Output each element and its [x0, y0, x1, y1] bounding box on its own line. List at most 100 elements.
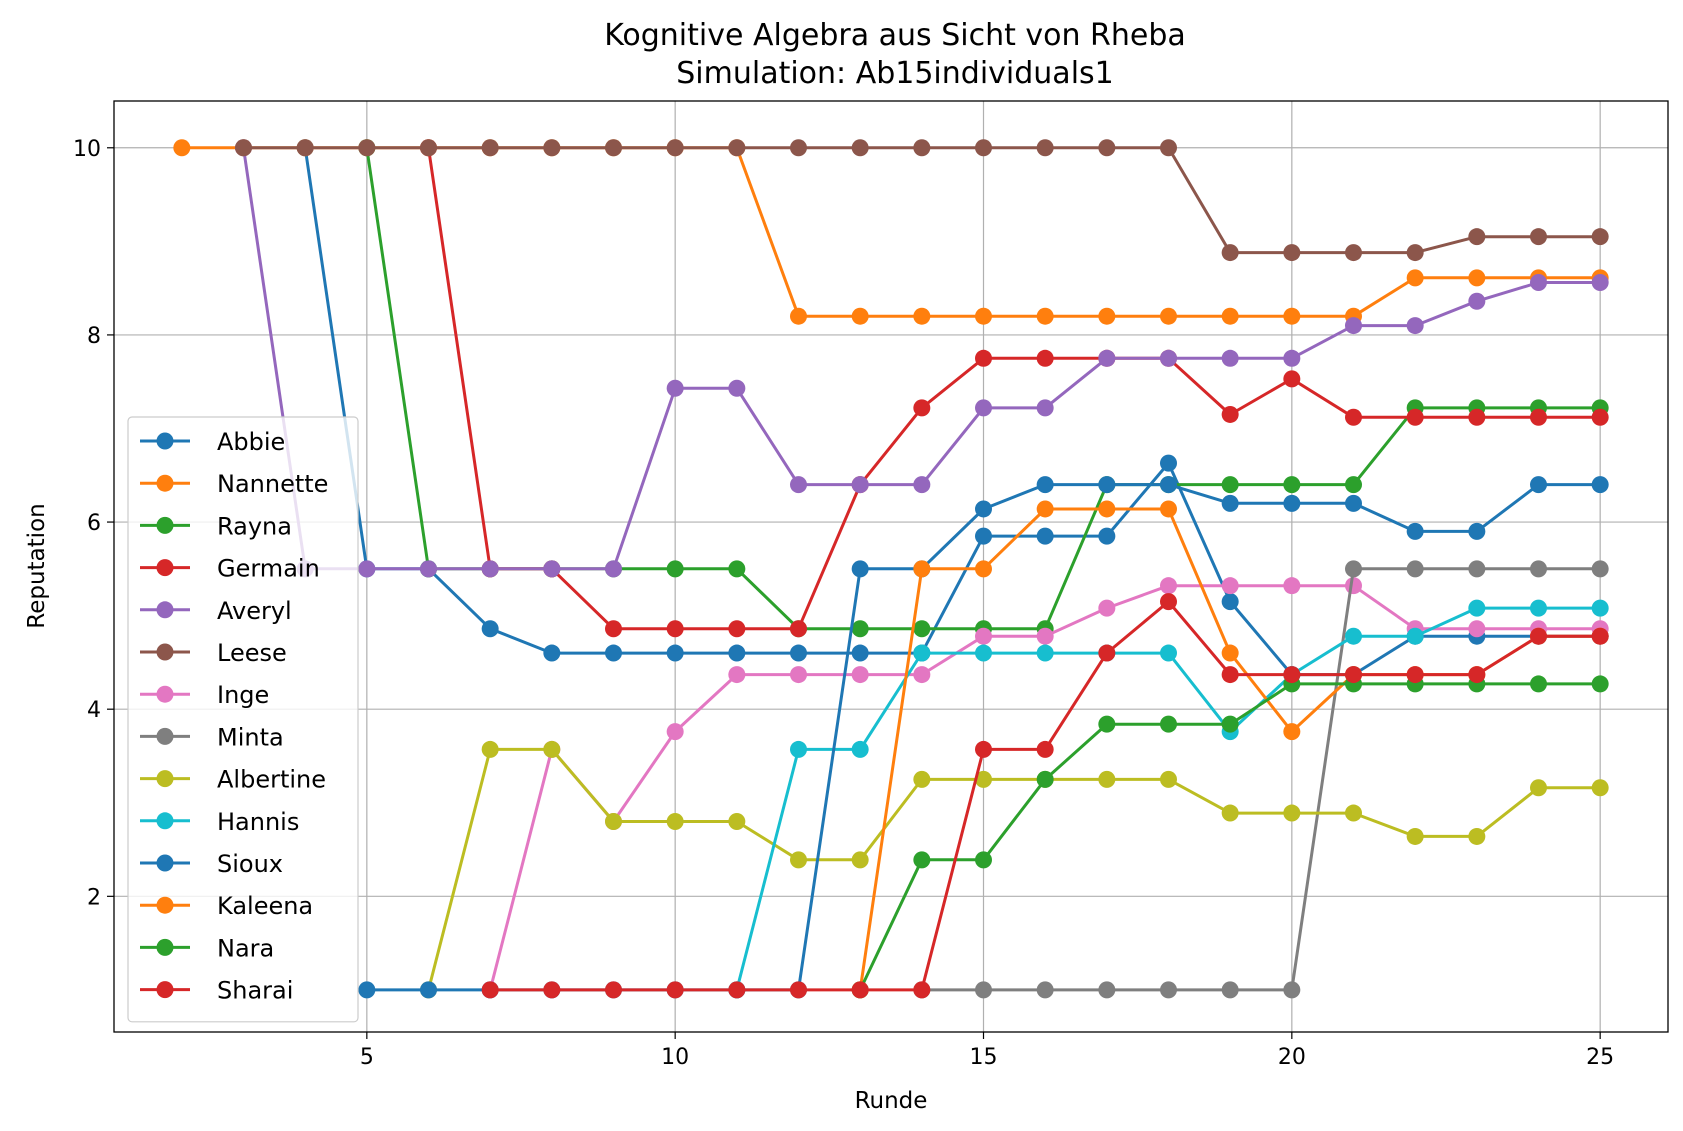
legend-marker-averyl — [156, 601, 174, 619]
data-point-nara — [1530, 675, 1547, 693]
data-point-abbie — [975, 527, 992, 545]
data-point-minta — [1468, 560, 1486, 578]
data-point-nannette — [1036, 307, 1054, 325]
legend-marker-kaleena — [156, 896, 174, 914]
data-point-averyl — [666, 379, 684, 397]
data-point-germain — [1468, 408, 1486, 426]
legend-marker-albertine — [156, 770, 174, 788]
data-point-averyl — [728, 379, 746, 397]
data-point-hannis — [790, 740, 807, 758]
plot-frame — [113, 100, 1669, 1033]
series-nara — [851, 675, 1609, 999]
data-point-kaleena — [1098, 500, 1116, 518]
data-point-sharai — [913, 981, 931, 999]
data-point-abbie — [1098, 527, 1116, 545]
data-point-sioux — [1098, 476, 1116, 494]
legend-marker-rayna — [156, 516, 174, 534]
data-point-albertine — [728, 812, 746, 830]
data-point-averyl — [1283, 349, 1301, 367]
data-point-sharai — [728, 981, 746, 999]
data-point-sioux — [1345, 494, 1362, 512]
data-point-averyl — [1591, 274, 1609, 292]
data-point-nannette — [1098, 307, 1116, 325]
data-point-hannis — [913, 644, 931, 662]
data-point-nannette — [1468, 269, 1486, 287]
data-point-nara — [1098, 715, 1116, 733]
data-point-nara — [913, 851, 931, 869]
data-point-germain — [975, 349, 992, 367]
data-point-averyl — [605, 560, 622, 578]
data-point-leese — [235, 139, 252, 157]
data-point-germain — [666, 620, 684, 638]
data-point-leese — [296, 139, 314, 157]
data-point-kaleena — [975, 560, 992, 578]
data-point-sharai — [1530, 627, 1547, 645]
data-point-leese — [975, 139, 992, 157]
data-point-minta — [1221, 981, 1239, 999]
data-point-sharai — [1283, 666, 1301, 684]
data-point-albertine — [851, 851, 869, 869]
data-point-rayna — [666, 560, 684, 578]
data-point-germain — [1036, 349, 1054, 367]
data-point-hannis — [1345, 627, 1362, 645]
legend-marker-inge — [156, 685, 174, 703]
data-point-albertine — [1283, 804, 1301, 822]
data-point-averyl — [790, 476, 807, 494]
x-tick-label: 25 — [1586, 1045, 1614, 1070]
data-point-kaleena — [1283, 723, 1301, 741]
data-point-nara — [1036, 770, 1054, 788]
data-point-germain — [1221, 405, 1239, 423]
data-point-leese — [543, 139, 561, 157]
data-point-averyl — [1468, 292, 1486, 310]
data-point-sharai — [1591, 627, 1609, 645]
data-point-abbie — [851, 644, 869, 662]
data-point-leese — [1036, 139, 1054, 157]
legend-label-hannis: Hannis — [217, 808, 299, 836]
legend-label-albertine: Albertine — [217, 766, 326, 794]
data-point-hannis — [1406, 627, 1424, 645]
y-tick-label: 8 — [87, 324, 101, 349]
legend-label-leese: Leese — [217, 639, 287, 667]
data-point-minta — [1591, 560, 1609, 578]
data-point-averyl — [1530, 274, 1547, 292]
x-axis-label: Runde — [855, 1088, 928, 1114]
data-point-minta — [1530, 560, 1547, 578]
data-point-germain — [1345, 408, 1362, 426]
data-point-sharai — [851, 981, 869, 999]
y-tick-label: 10 — [73, 137, 101, 162]
data-point-nannette — [851, 307, 869, 325]
legend-label-kaleena: Kaleena — [217, 892, 313, 920]
data-point-abbie — [666, 644, 684, 662]
data-point-albertine — [605, 812, 622, 830]
data-point-sharai — [1406, 666, 1424, 684]
data-point-albertine — [975, 770, 992, 788]
series-group — [173, 139, 1609, 999]
legend-marker-abbie — [156, 432, 174, 450]
data-point-nannette — [975, 307, 992, 325]
data-point-averyl — [1098, 349, 1116, 367]
data-point-inge — [790, 666, 807, 684]
series-line-minta — [921, 567, 1601, 992]
data-point-leese — [1406, 244, 1424, 262]
data-point-sioux — [358, 981, 376, 999]
data-point-averyl — [543, 560, 561, 578]
legend-label-abbie: Abbie — [217, 428, 285, 456]
data-point-sharai — [975, 740, 992, 758]
series-leese — [235, 139, 1609, 262]
y-axis-label: Reputation — [24, 503, 50, 628]
data-point-inge — [1036, 627, 1054, 645]
data-point-sharai — [1098, 644, 1116, 662]
data-point-hannis — [1160, 644, 1177, 662]
data-point-kaleena — [913, 560, 931, 578]
series-line-germain — [427, 147, 1601, 631]
legend-marker-germain — [156, 559, 174, 577]
data-point-rayna — [1345, 476, 1362, 494]
x-tick-label: 10 — [661, 1045, 689, 1070]
data-point-sioux — [975, 500, 992, 518]
data-point-sioux — [1591, 476, 1609, 494]
data-point-kaleena — [1221, 644, 1239, 662]
data-point-inge — [1468, 620, 1486, 638]
data-point-minta — [975, 981, 992, 999]
data-point-albertine — [1468, 827, 1486, 845]
data-point-leese — [1591, 228, 1609, 246]
